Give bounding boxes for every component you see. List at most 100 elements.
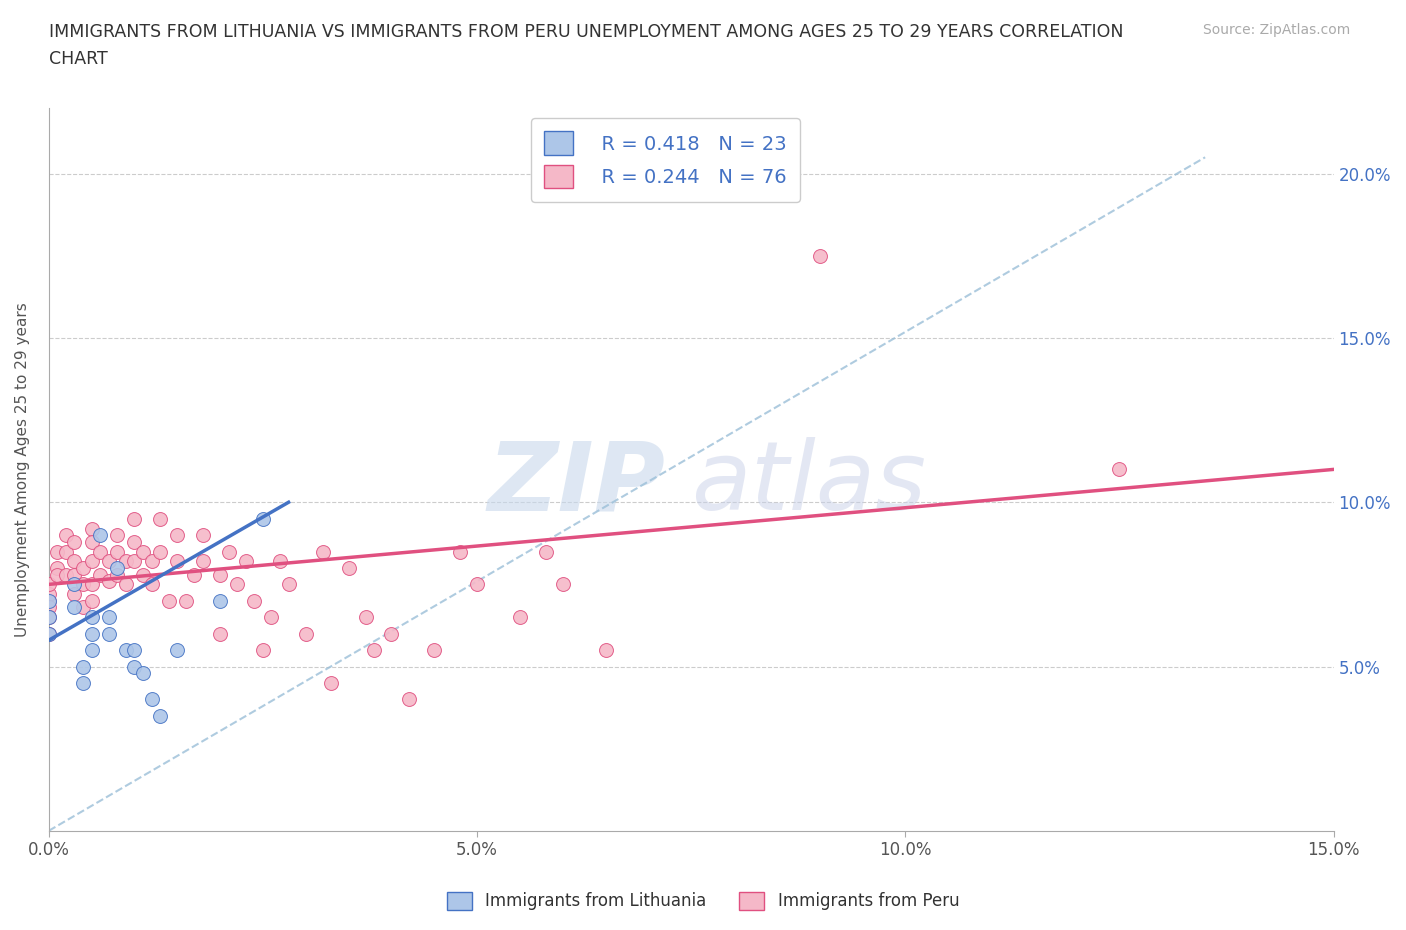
Point — [72, 659, 94, 674]
Point — [63, 587, 86, 602]
Point — [277, 577, 299, 591]
Point — [115, 554, 138, 569]
Point — [38, 577, 60, 591]
Point — [72, 577, 94, 591]
Point — [63, 577, 86, 591]
Point — [183, 567, 205, 582]
Point — [105, 544, 128, 559]
Point — [235, 554, 257, 569]
Point — [243, 593, 266, 608]
Point — [72, 600, 94, 615]
Point — [132, 666, 155, 681]
Point — [80, 577, 103, 591]
Point — [72, 561, 94, 576]
Point — [124, 554, 146, 569]
Point — [46, 567, 69, 582]
Point — [363, 643, 385, 658]
Point — [124, 534, 146, 549]
Point — [38, 593, 60, 608]
Point — [209, 593, 232, 608]
Point — [72, 675, 94, 690]
Point — [141, 554, 163, 569]
Y-axis label: Unemployment Among Ages 25 to 29 years: Unemployment Among Ages 25 to 29 years — [15, 302, 30, 637]
Point — [97, 610, 120, 625]
Point — [312, 544, 335, 559]
Point — [423, 643, 446, 658]
Point — [595, 643, 617, 658]
Point — [534, 544, 557, 559]
Point — [38, 610, 60, 625]
Point — [80, 554, 103, 569]
Point — [38, 610, 60, 625]
Point — [63, 600, 86, 615]
Point — [149, 512, 172, 526]
Point — [80, 593, 103, 608]
Point — [166, 643, 188, 658]
Point — [191, 554, 214, 569]
Point — [551, 577, 574, 591]
Point — [124, 659, 146, 674]
Text: ZIP: ZIP — [488, 437, 665, 530]
Legend: Immigrants from Lithuania, Immigrants from Peru: Immigrants from Lithuania, Immigrants fr… — [440, 885, 966, 917]
Point — [55, 567, 77, 582]
Text: IMMIGRANTS FROM LITHUANIA VS IMMIGRANTS FROM PERU UNEMPLOYMENT AMONG AGES 25 TO : IMMIGRANTS FROM LITHUANIA VS IMMIGRANTS … — [49, 23, 1123, 68]
Point — [191, 527, 214, 542]
Point — [63, 534, 86, 549]
Point — [38, 593, 60, 608]
Point — [398, 692, 420, 707]
Point — [89, 567, 111, 582]
Point — [38, 626, 60, 641]
Point — [55, 544, 77, 559]
Point — [38, 626, 60, 641]
Point — [321, 675, 343, 690]
Point — [63, 554, 86, 569]
Legend:   R = 0.418   N = 23,   R = 0.244   N = 76: R = 0.418 N = 23, R = 0.244 N = 76 — [530, 118, 800, 202]
Point — [105, 527, 128, 542]
Point — [269, 554, 291, 569]
Point — [46, 544, 69, 559]
Point — [465, 577, 488, 591]
Point — [218, 544, 240, 559]
Point — [260, 610, 283, 625]
Point — [252, 643, 274, 658]
Point — [149, 709, 172, 724]
Point — [166, 527, 188, 542]
Point — [132, 544, 155, 559]
Point — [124, 643, 146, 658]
Point — [354, 610, 377, 625]
Point — [337, 561, 360, 576]
Point — [80, 626, 103, 641]
Text: Source: ZipAtlas.com: Source: ZipAtlas.com — [1202, 23, 1350, 37]
Point — [115, 643, 138, 658]
Point — [46, 561, 69, 576]
Point — [226, 577, 249, 591]
Point — [80, 521, 103, 536]
Point — [80, 534, 103, 549]
Point — [252, 512, 274, 526]
Point — [380, 626, 402, 641]
Point — [808, 248, 831, 263]
Point — [63, 567, 86, 582]
Point — [97, 554, 120, 569]
Point — [89, 527, 111, 542]
Point — [132, 567, 155, 582]
Point — [105, 567, 128, 582]
Point — [209, 567, 232, 582]
Point — [55, 527, 77, 542]
Point — [38, 600, 60, 615]
Point — [141, 577, 163, 591]
Point — [149, 544, 172, 559]
Point — [174, 593, 197, 608]
Point — [1108, 462, 1130, 477]
Point — [89, 544, 111, 559]
Point — [97, 574, 120, 589]
Point — [157, 593, 180, 608]
Point — [509, 610, 531, 625]
Point — [141, 692, 163, 707]
Text: atlas: atlas — [692, 437, 927, 530]
Point — [80, 610, 103, 625]
Point — [449, 544, 471, 559]
Point — [80, 643, 103, 658]
Point — [294, 626, 316, 641]
Point — [38, 587, 60, 602]
